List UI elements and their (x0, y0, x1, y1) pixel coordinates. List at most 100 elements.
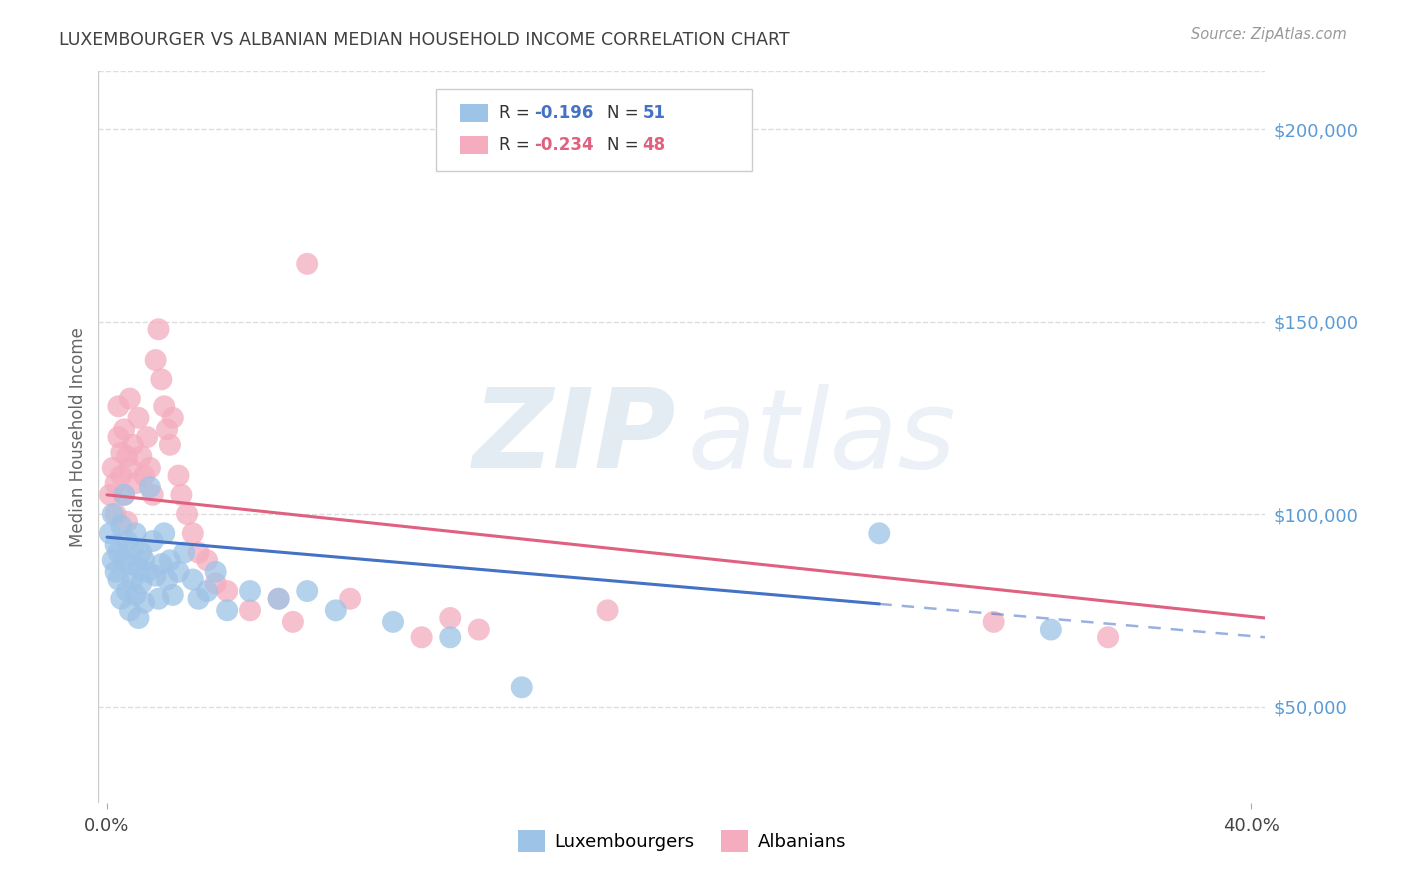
Point (142, 534, 165, 549)
Point (167, 565, 190, 579)
Point (411, 630, 433, 644)
Point (162, 588, 184, 602)
Point (134, 553, 156, 567)
Point (297, 584, 319, 599)
Point (217, 584, 239, 599)
Point (281, 615, 304, 629)
Point (127, 611, 149, 625)
Point (121, 573, 143, 587)
Point (107, 545, 129, 559)
Point (136, 565, 159, 579)
Point (868, 526, 890, 541)
Point (173, 545, 195, 559)
Point (439, 611, 461, 625)
Text: R =: R = (499, 104, 536, 122)
Point (127, 410, 149, 425)
Point (131, 576, 153, 591)
Point (181, 526, 204, 541)
Point (118, 461, 141, 475)
Point (110, 445, 132, 459)
Point (121, 541, 143, 556)
Point (297, 257, 319, 271)
Point (195, 553, 218, 567)
Point (124, 526, 146, 541)
Point (156, 422, 179, 436)
Point (204, 576, 226, 591)
Point (187, 591, 209, 606)
Point (150, 557, 173, 571)
Point (167, 468, 190, 483)
Point (239, 603, 262, 617)
Point (267, 591, 290, 606)
Point (325, 603, 347, 617)
Point (110, 518, 132, 533)
Point (112, 488, 135, 502)
Point (382, 615, 405, 629)
Point (104, 565, 127, 579)
Point (101, 553, 124, 567)
Point (1039, 623, 1062, 637)
Point (124, 476, 146, 491)
Point (195, 584, 218, 599)
Text: ZIP: ZIP (472, 384, 676, 491)
Point (98, 488, 121, 502)
Point (181, 573, 204, 587)
Point (124, 588, 146, 602)
Point (118, 603, 141, 617)
Point (110, 468, 132, 483)
Text: atlas: atlas (688, 384, 956, 491)
Point (204, 565, 226, 579)
Point (139, 461, 162, 475)
Point (115, 515, 138, 529)
Point (112, 553, 135, 567)
Point (134, 468, 156, 483)
Point (983, 615, 1005, 629)
Point (139, 480, 162, 494)
Point (110, 591, 132, 606)
Text: -0.234: -0.234 (534, 136, 593, 154)
Text: 51: 51 (643, 104, 665, 122)
Point (468, 623, 491, 637)
Point (104, 538, 127, 552)
Point (104, 507, 127, 521)
Point (136, 430, 159, 444)
Point (118, 392, 141, 406)
Point (134, 596, 156, 610)
Point (159, 438, 181, 452)
Point (145, 568, 167, 582)
Point (156, 573, 179, 587)
Point (148, 322, 170, 336)
Point (101, 461, 124, 475)
Point (104, 476, 127, 491)
Point (142, 488, 165, 502)
Text: R =: R = (499, 136, 536, 154)
Point (121, 438, 143, 452)
Point (112, 488, 135, 502)
Point (153, 526, 176, 541)
Text: N =: N = (607, 104, 644, 122)
Point (1097, 630, 1119, 644)
Text: 48: 48 (643, 136, 665, 154)
Point (187, 545, 209, 559)
Point (439, 630, 461, 644)
Point (115, 584, 138, 599)
Point (98, 526, 121, 541)
Point (118, 557, 141, 571)
Point (127, 561, 149, 575)
Point (176, 507, 198, 521)
Point (115, 450, 138, 464)
Point (145, 353, 167, 368)
Point (131, 545, 153, 559)
Point (596, 603, 619, 617)
Point (339, 591, 361, 606)
Point (150, 372, 173, 386)
Point (153, 399, 176, 413)
Point (510, 681, 533, 695)
Point (115, 534, 138, 549)
Point (107, 399, 129, 413)
Point (267, 591, 290, 606)
Point (101, 507, 124, 521)
Y-axis label: Median Household Income: Median Household Income (69, 327, 87, 547)
Point (112, 422, 135, 436)
Text: N =: N = (607, 136, 644, 154)
